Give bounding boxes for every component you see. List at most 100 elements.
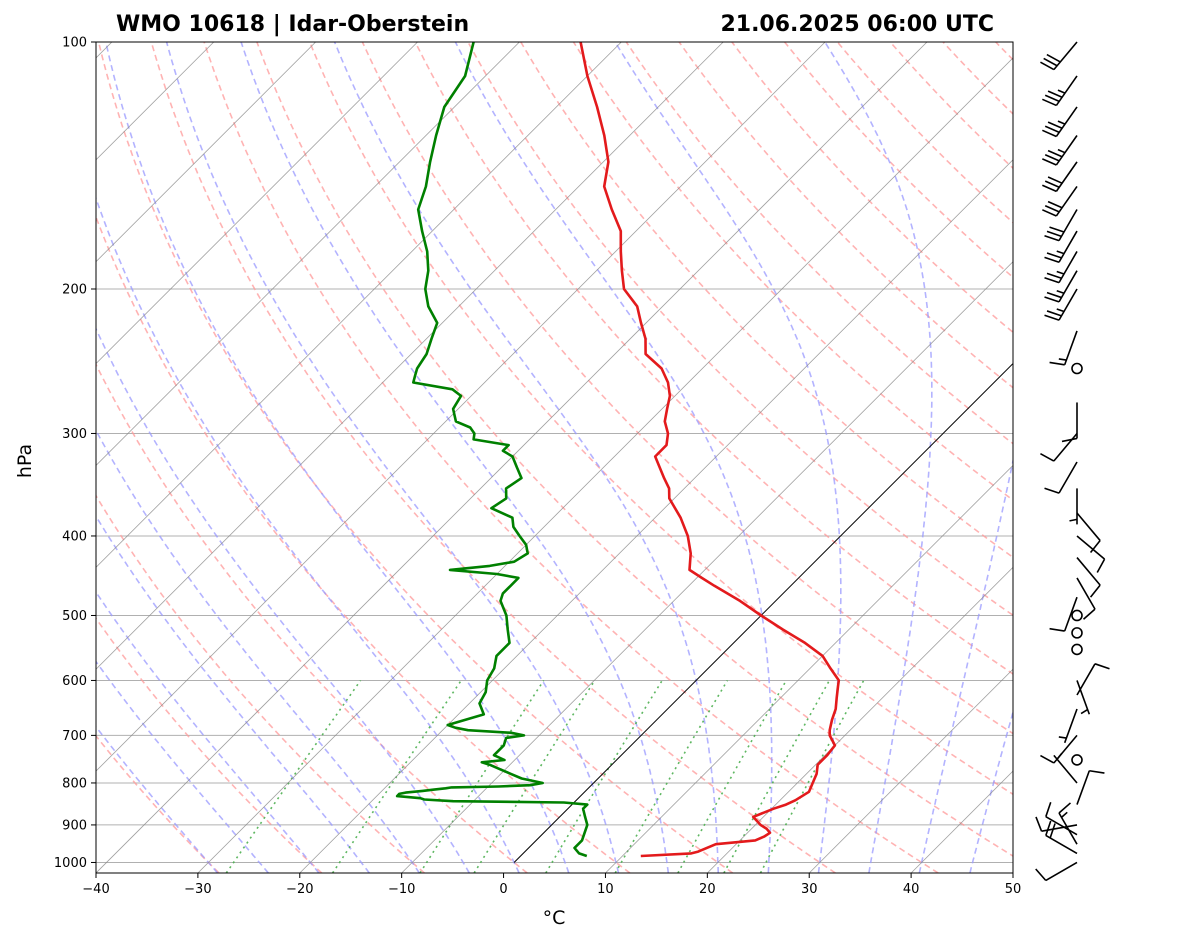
wind-barb-500 [1071,609,1083,622]
barb-full [1049,226,1065,233]
barb-staff [1076,770,1091,805]
dry-adiabat--10 [96,494,425,873]
y-tick-label-700: 700 [62,729,87,744]
barb-staff [1063,596,1078,632]
barb-full [1047,176,1063,184]
barb-full [1049,361,1065,366]
barb-staff [1055,186,1078,217]
y-tick-label-1000: 1000 [54,856,87,871]
barb-half [1058,358,1067,361]
barb-full [1046,53,1061,63]
barb-full [1044,234,1060,242]
x-tick-label-30: 30 [801,882,818,897]
barb-full [1044,276,1060,284]
moist-adiabat-15 [240,42,670,873]
wind-barb-375 [1076,512,1101,553]
barb-full [1049,823,1056,839]
y-tick-label-200: 200 [62,282,87,297]
mixing-ratio-3 [473,679,596,873]
wind-barb-275 [1061,402,1078,443]
moist-adiabat--10 [96,428,421,873]
barb-staff [1058,251,1078,284]
wind-barb-120 [1042,106,1078,138]
barb-full [1035,816,1043,832]
wind-barb-900 [1035,816,1078,832]
chart-datetime: 21.06.2025 06:00 UTC [720,12,994,37]
mixing-ratio-5 [545,679,663,873]
barb-full [1040,452,1055,462]
y-axis-label: hPa [14,444,36,478]
barb-staff [1053,41,1078,71]
barb-full [1043,57,1058,67]
y-tick-label-500: 500 [62,609,87,624]
x-tick-label--40: −40 [82,882,109,897]
isotherms [96,42,1013,873]
x-tick-label-50: 50 [1005,882,1022,897]
barb-staff [1055,106,1078,137]
mixing-ratio-8 [614,679,729,873]
dry-adiabat-110 [572,42,1013,502]
mixing-ratio-2 [419,679,545,873]
profile-series [395,42,841,858]
y-tick-label-900: 900 [62,818,87,833]
barb-half [1056,290,1065,294]
barb-full [1047,200,1063,209]
barb-staff [1045,834,1078,855]
moist-adiabat-30 [614,42,842,873]
barb-full [1094,663,1110,670]
x-tick-label--20: −20 [286,882,313,897]
barb-staff [1045,815,1078,836]
isotherm--50 [96,42,826,772]
x-tick-label-0: 0 [499,882,507,897]
isotherm--30 [197,57,1013,873]
barb-staff [1058,288,1078,321]
y-tick-label-600: 600 [62,674,87,689]
wind-barb-100 [1040,41,1078,71]
barb-full [1044,487,1060,494]
wind-barb-850 [1076,769,1105,805]
barb-full [1061,437,1078,443]
barb-staff [1053,734,1078,764]
dry-adiabat-0 [96,362,528,873]
barb-staff [1055,161,1078,192]
isotherm--40 [96,42,928,873]
wind-barb-350 [1069,488,1078,525]
y-tick-label-400: 400 [62,529,87,544]
barb-staff [1076,577,1096,610]
chart-title: WMO 10618 | Idar-Oberstein [116,12,469,37]
barb-staff [1053,432,1078,462]
isotherm--90 [96,42,418,365]
wind-barb-425 [1076,557,1101,598]
dry-adiabat-60 [308,42,1013,796]
isotherm--10 [401,261,1013,873]
barb-full [1040,754,1055,764]
dry-adiabat--20 [96,617,323,873]
barb-full [1047,121,1063,129]
dry-adiabat-30 [150,42,836,873]
wind-barb-475 [1049,596,1078,632]
barb-half [1058,736,1067,739]
barb-full [1044,180,1060,189]
isotherm-20 [707,566,1013,873]
moist-adiabat-5 [105,42,570,873]
barb-full [1042,98,1057,107]
barb-full [1042,184,1057,193]
barb-staff [1063,330,1078,366]
wind-barb-1000 [1035,861,1078,882]
barb-full [1045,820,1052,836]
moist-adiabats [96,42,1013,873]
moist-adiabat-25 [454,42,773,873]
dry-adiabat-90 [467,42,1013,617]
wind-barb-325 [1044,461,1078,494]
barb-full [1044,125,1060,134]
barb-staff [1058,230,1078,263]
barb-full [1089,769,1105,774]
barb-full [1044,296,1060,303]
barb-full [1035,868,1047,881]
barb-full [1044,204,1060,213]
isotherm--60 [96,42,724,670]
calm-circle [1071,362,1083,375]
barb-half [1057,120,1066,125]
dewpoint-line [395,42,589,858]
isotherm--70 [96,42,622,568]
